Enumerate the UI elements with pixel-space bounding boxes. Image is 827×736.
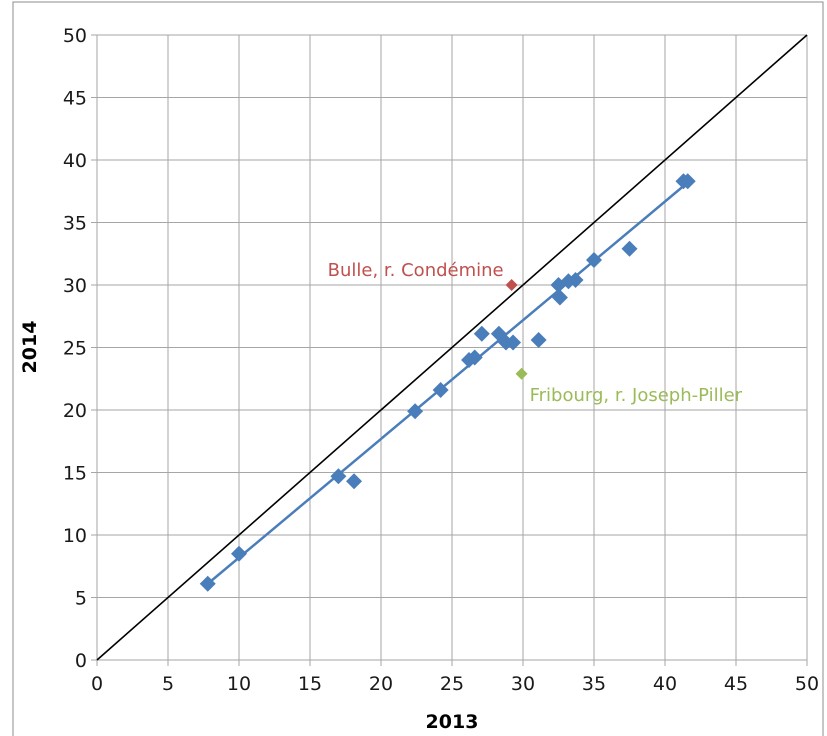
data-point bbox=[346, 473, 363, 490]
identity-line bbox=[96, 34, 808, 661]
x-tick-label: 15 bbox=[298, 673, 322, 695]
data-point bbox=[679, 173, 696, 190]
data-point bbox=[466, 349, 483, 366]
x-tick-label: 20 bbox=[369, 673, 393, 695]
annotation-bulle: Bulle, r. Condémine bbox=[328, 260, 504, 281]
data-point bbox=[505, 334, 522, 351]
x-tick-label: 45 bbox=[724, 673, 748, 695]
annotation-fribourg: Fribourg, r. Joseph-Piller bbox=[530, 385, 743, 406]
data-point bbox=[330, 468, 347, 485]
y-axis-title: 2014 bbox=[19, 321, 41, 374]
data-point bbox=[551, 289, 568, 306]
x-tick-label: 25 bbox=[440, 673, 464, 695]
data-point bbox=[586, 252, 602, 268]
x-tick-label: 10 bbox=[227, 673, 251, 695]
y-tick-label: 25 bbox=[63, 338, 87, 360]
x-tick-label: 40 bbox=[653, 673, 677, 695]
y-tick-label: 50 bbox=[63, 25, 87, 47]
x-tick-label: 50 bbox=[795, 673, 819, 695]
y-tick-label: 10 bbox=[63, 525, 87, 547]
data-point bbox=[473, 325, 490, 342]
bulle-point bbox=[505, 279, 518, 291]
y-tick-label: 45 bbox=[63, 88, 87, 110]
data-point bbox=[231, 545, 247, 562]
x-tick-label: 35 bbox=[582, 673, 606, 695]
y-tick-label: 40 bbox=[63, 150, 87, 172]
y-tick-label: 20 bbox=[63, 400, 87, 422]
fribourg-point bbox=[515, 367, 528, 380]
data-point bbox=[407, 403, 424, 420]
y-tick-label: 5 bbox=[75, 588, 87, 610]
y-tick-label: 30 bbox=[63, 275, 87, 297]
data-point bbox=[567, 272, 584, 288]
x-axis-title: 2013 bbox=[426, 711, 479, 733]
y-tick-label: 15 bbox=[63, 463, 87, 485]
data-point bbox=[432, 382, 449, 398]
x-tick-label: 0 bbox=[91, 673, 103, 695]
y-tick-label: 35 bbox=[63, 213, 87, 235]
x-tick-label: 5 bbox=[162, 673, 174, 695]
data-point bbox=[621, 240, 638, 257]
trend-line bbox=[206, 181, 689, 585]
chart-border bbox=[12, 1, 824, 736]
data-point bbox=[530, 332, 547, 348]
y-tick-label: 0 bbox=[75, 650, 87, 672]
data-point bbox=[199, 575, 216, 592]
x-tick-label: 30 bbox=[511, 673, 535, 695]
